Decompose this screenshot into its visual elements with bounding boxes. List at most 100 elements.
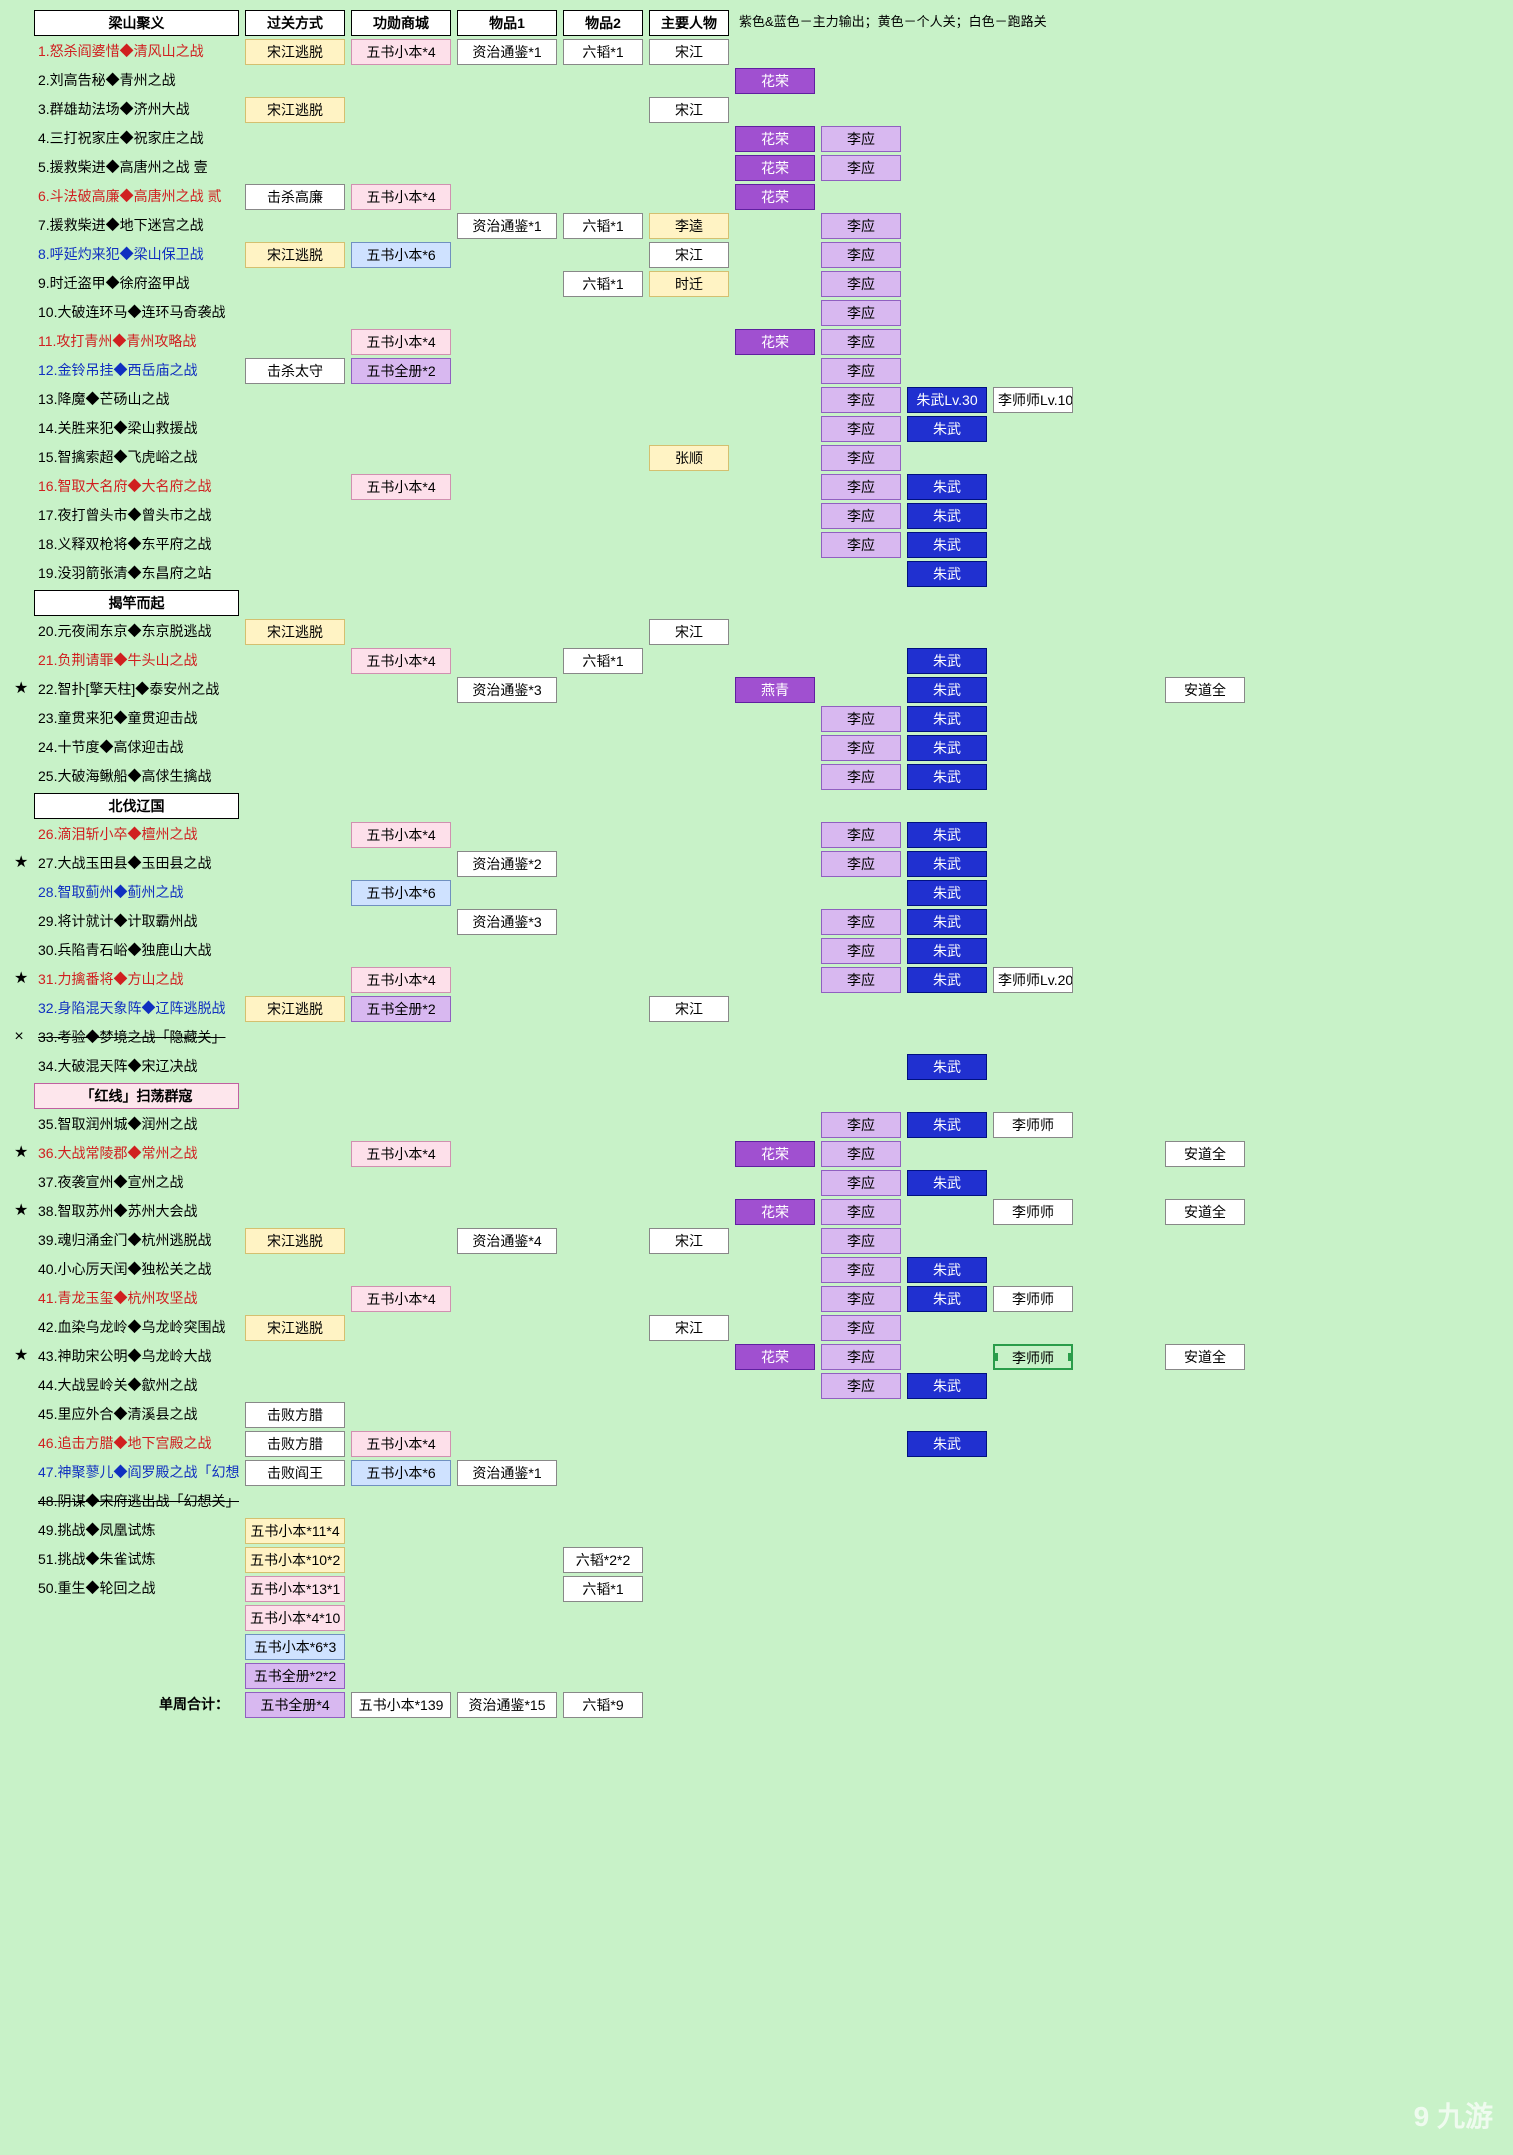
stage-name: 9.时迁盗甲◆徐府盗甲战 [34,271,239,297]
cell: 朱武 [907,735,987,761]
cell: 张顺 [649,445,729,471]
cell: 朱武 [907,648,987,674]
cell: 宋江逃脱 [245,619,345,645]
cell: 安道全 [1165,677,1245,703]
cell: 时迁 [649,271,729,297]
cell: 五书小本*4 [351,648,451,674]
cell: 李应 [821,1257,901,1283]
cell: 朱武 [907,822,987,848]
cell: 安道全 [1165,1199,1245,1225]
cell: 李应 [821,155,901,181]
stage-name: 39.魂归涌金门◆杭州逃脱战 [34,1228,239,1254]
cell: 五书小本*13*1 [245,1576,345,1602]
stage-name: 1.怒杀阎婆惜◆清风山之战 [34,39,239,65]
cell: 资治通鉴*1 [457,1460,557,1486]
cell: 李逵 [649,213,729,239]
cell: 宋江逃脱 [245,97,345,123]
stage-name: 15.智擒索超◆飞虎峪之战 [34,445,239,471]
cell: 李应 [821,764,901,790]
cell: 宋江 [649,1228,729,1254]
strategy-table: 梁山聚义过关方式功勋商城物品1物品2主要人物紫色&蓝色－主力输出；黄色－个人关；… [10,10,1503,1718]
cell: 五书小本*4 [351,822,451,848]
cell: 朱武 [907,1431,987,1457]
cell: 宋江逃脱 [245,996,345,1022]
cell: 资治通鉴*1 [457,39,557,65]
cell: 朱武 [907,1286,987,1312]
cell: 李师师Lv.10 [993,387,1073,413]
stage-name: 26.滴泪斩小卒◆檀州之战 [34,822,239,848]
stage-name: 7.援救柴进◆地下迷宫之战 [34,213,239,239]
stage-name: 17.夜打曾头市◆曾头市之战 [34,503,239,529]
cell: 李应 [821,735,901,761]
cell: 花荣 [735,1344,815,1370]
cell: 资治通鉴*2 [457,851,557,877]
cell: 宋江逃脱 [245,242,345,268]
cell: 五书小本*4 [351,1286,451,1312]
cell: 李应 [821,532,901,558]
cell: 李应 [821,271,901,297]
cell: 朱武 [907,677,987,703]
cell: 李应 [821,851,901,877]
stage-name: 38.智取苏州◆苏州大会战 [34,1199,239,1225]
cell: 李应 [821,329,901,355]
stage-name: 41.青龙玉玺◆杭州攻坚战 [34,1286,239,1312]
stage-name: 45.里应外合◆清溪县之战 [34,1402,239,1428]
stage-name: 33.考验◆梦境之战「隐藏关」 [34,1025,239,1051]
cell: 击败阎王 [245,1460,345,1486]
cell: 五书全册*2 [351,996,451,1022]
cell: 李师师Lv.20 [993,967,1073,993]
legend-text: 紫色&蓝色－主力输出；黄色－个人关；白色－跑路关 [735,10,1245,36]
cell: 朱武 [907,938,987,964]
cell: 花荣 [735,184,815,210]
cell: 六韬*1 [563,1576,643,1602]
cell: 李应 [821,474,901,500]
cell: 燕青 [735,677,815,703]
cell: 击杀高廉 [245,184,345,210]
cell: 李师师 [993,1344,1073,1370]
cell: 李应 [821,938,901,964]
cell: 朱武 [907,967,987,993]
cell: 五书小本*6 [351,1460,451,1486]
cell: 宋江 [649,242,729,268]
cell: 五书小本*4 [351,967,451,993]
cell: 李应 [821,706,901,732]
cell: 李应 [821,213,901,239]
cell: 六韬*1 [563,213,643,239]
stage-name: 20.元夜闹东京◆东京脱逃战 [34,619,239,645]
cell: 李应 [821,1228,901,1254]
cell: 五书小本*10*2 [245,1547,345,1573]
cell: 宋江 [649,996,729,1022]
cell: 资治通鉴*4 [457,1228,557,1254]
stage-name: 37.夜袭宣州◆宣州之战 [34,1170,239,1196]
cell: 五书小本*4 [351,474,451,500]
cell: 五书小本*11*4 [245,1518,345,1544]
cell: 李师师 [993,1286,1073,1312]
stage-name: 42.血染乌龙岭◆乌龙岭突围战 [34,1315,239,1341]
stage-name: 49.挑战◆凤凰试炼 [34,1518,239,1544]
section-header: 揭竿而起 [34,590,239,616]
cell: 花荣 [735,155,815,181]
cell: 六韬*1 [563,648,643,674]
cell: 击败方腊 [245,1402,345,1428]
cell: 朱武 [907,1112,987,1138]
cell: 击败方腊 [245,1431,345,1457]
cell: 花荣 [735,329,815,355]
stage-name: 29.将计就计◆计取霸州战 [34,909,239,935]
stage-name: 5.援救柴进◆高唐州之战 壹 [34,155,239,181]
cell: 花荣 [735,1141,815,1167]
cell: 六韬*2*2 [563,1547,643,1573]
cell: 安道全 [1165,1344,1245,1370]
cell: 五书小本*4*10 [245,1605,345,1631]
stage-name: 8.呼延灼来犯◆梁山保卫战 [34,242,239,268]
cell: 资治通鉴*3 [457,909,557,935]
cell: 朱武 [907,851,987,877]
cell: 朱武 [907,1373,987,1399]
cell: 宋江逃脱 [245,1228,345,1254]
cell: 李应 [821,387,901,413]
stage-name: 6.斗法破高廉◆高唐州之战 贰 [34,184,239,210]
cell: 五书小本*6*3 [245,1634,345,1660]
stage-name: 47.神聚蓼儿◆阎罗殿之战「幻想关」 [34,1460,239,1486]
cell: 五书小本*4 [351,1431,451,1457]
stage-name: 22.智扑[擎天柱]◆泰安州之战 [34,677,239,703]
stage-name: 19.没羽箭张清◆东昌府之站 [34,561,239,587]
